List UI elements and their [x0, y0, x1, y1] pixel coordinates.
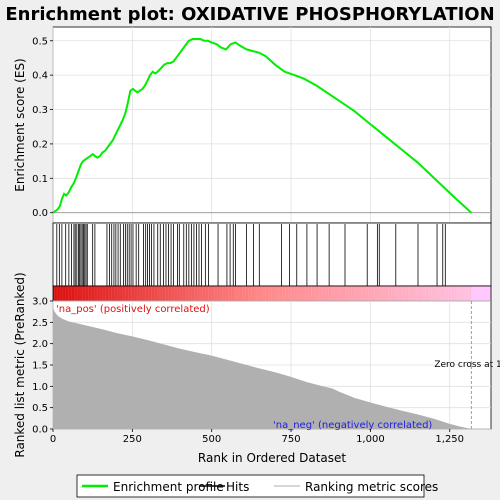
- rank-heatmap-bar: [53, 286, 491, 301]
- metric-y-tick-label: 0.5: [32, 403, 48, 414]
- heatmap-segment: [443, 286, 450, 301]
- heatmap-segment: [457, 286, 464, 301]
- zero-cross-label: Zero cross at 1318: [434, 360, 500, 370]
- es-y-tick-label: 0.3: [32, 105, 48, 116]
- heatmap-segment: [158, 286, 165, 301]
- heatmap-segment: [269, 286, 276, 301]
- metric-y-axis-label: Ranked list metric (PreRanked): [13, 272, 27, 457]
- chart-title: Enrichment plot: OXIDATIVE PHOSPHORYLATI…: [5, 4, 494, 25]
- x-ticks: 0 250 500 750 1,000 1,250: [50, 429, 464, 445]
- es-y-tick-label: 0.0: [32, 208, 48, 219]
- x-tick-label: 250: [123, 434, 142, 445]
- es-y-ticks: 0.0 0.1 0.2 0.3 0.4 0.5: [32, 36, 53, 219]
- heatmap-segment: [67, 286, 74, 301]
- metric-y-tick-label: 0.0: [32, 425, 48, 436]
- x-tick-label: 1,250: [435, 434, 464, 445]
- heatmap-segment: [206, 286, 213, 301]
- heatmap-segment: [409, 286, 416, 301]
- heatmap-segment: [178, 286, 185, 301]
- x-tick-label: 750: [281, 434, 300, 445]
- metric-y-tick-label: 2.0: [32, 339, 48, 350]
- heatmap-segment-negative: [471, 286, 491, 301]
- heatmap-segment: [220, 286, 227, 301]
- heatmap-segment: [255, 286, 262, 301]
- heatmap-segment: [395, 286, 402, 301]
- heatmap-segment: [429, 286, 436, 301]
- es-y-tick-label: 0.5: [32, 36, 48, 47]
- es-y-tick-label: 0.2: [32, 139, 48, 150]
- x-axis-label: Rank in Ordered Dataset: [198, 451, 346, 465]
- heatmap-segment: [241, 286, 248, 301]
- heatmap-segment: [381, 286, 388, 301]
- x-tick-label: 0: [50, 434, 56, 445]
- legend: Enrichment profile Hits Ranking metric s…: [77, 475, 438, 497]
- hits-panel: [53, 223, 491, 286]
- heatmap-segment: [248, 286, 255, 301]
- metric-y-ticks: 0.0 0.5 1.0 1.5 2.0 2.5 3.0: [32, 297, 53, 436]
- es-y-axis-label: Enrichment score (ES): [13, 58, 27, 191]
- es-panel: [53, 27, 491, 223]
- metric-y-tick-label: 1.0: [32, 382, 48, 393]
- heatmap-segment: [304, 286, 311, 301]
- heatmap-segment: [367, 286, 374, 301]
- heatmap-segment: [172, 286, 179, 301]
- legend-hits-label: Hits: [226, 480, 249, 494]
- heatmap-segment: [60, 286, 67, 301]
- heatmap-segment: [81, 286, 88, 301]
- heatmap-segment: [318, 286, 325, 301]
- heatmap-segment: [416, 286, 423, 301]
- heatmap-segment: [297, 286, 304, 301]
- metric-y-tick-label: 3.0: [32, 297, 48, 308]
- heatmap-segment: [109, 286, 116, 301]
- es-y-tick-label: 0.1: [32, 174, 48, 185]
- metric-y-tick-label: 2.5: [32, 318, 48, 329]
- heatmap-segment: [283, 286, 290, 301]
- heatmap-segment: [360, 286, 367, 301]
- heatmap-segment: [234, 286, 241, 301]
- heatmap-segment: [346, 286, 353, 301]
- x-tick-label: 1,000: [356, 434, 385, 445]
- heatmap-segment: [192, 286, 199, 301]
- heatmap-segment: [423, 286, 430, 301]
- legend-metric-label: Ranking metric scores: [305, 480, 438, 494]
- legend-enrichment-label: Enrichment profile: [113, 480, 224, 494]
- heatmap-segment: [123, 286, 130, 301]
- metric-y-tick-label: 1.5: [32, 361, 48, 372]
- heatmap-segment: [95, 286, 102, 301]
- heatmap-segment: [130, 286, 137, 301]
- heatmap-segment: [185, 286, 192, 301]
- positive-correlation-label: 'na_pos' (positively correlated): [56, 304, 210, 315]
- es-y-tick-label: 0.4: [32, 71, 48, 82]
- heatmap-segment: [332, 286, 339, 301]
- negative-correlation-label: 'na_neg' (negatively correlated): [273, 420, 432, 431]
- heatmap-segment: [144, 286, 151, 301]
- x-tick-label: 500: [202, 434, 221, 445]
